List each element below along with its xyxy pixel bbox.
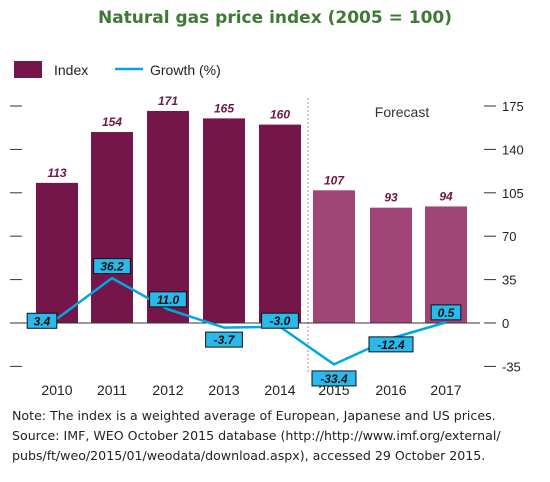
bar-value-label-2011: 154 xyxy=(102,115,122,129)
y-tick-label-0: 175 xyxy=(502,99,524,114)
growth-label-box-2017 xyxy=(430,304,462,321)
legend-label-growth: Growth (%) xyxy=(150,62,221,78)
growth-label-box-2010 xyxy=(26,312,58,329)
chart-notes: Note: The index is a weighted average of… xyxy=(12,406,542,466)
growth-label-2015: -33.4 xyxy=(320,372,348,386)
growth-label-box-2015 xyxy=(311,370,357,387)
x-tick-label-2016: 2016 xyxy=(375,382,406,398)
x-tick-label-2017: 2017 xyxy=(430,382,461,398)
source-line-2: pubs/ft/weo/2015/01/weodata/download.asp… xyxy=(12,448,486,463)
growth-label-box-2012 xyxy=(149,291,187,308)
y-tick-label-5: 0 xyxy=(502,316,509,331)
x-tick-label-2015: 2015 xyxy=(318,382,349,398)
bar-2011 xyxy=(91,132,133,323)
bar-value-label-2016: 93 xyxy=(384,191,398,205)
chart-title: Natural gas price index (2005 = 100) xyxy=(97,8,453,28)
y-tick-label-4: 35 xyxy=(502,273,516,288)
y-tick-label-1: 140 xyxy=(502,142,524,157)
bar-value-label-2012: 171 xyxy=(158,94,178,108)
growth-label-2016: -12.4 xyxy=(377,338,405,352)
growth-label-2012: 11.0 xyxy=(157,293,180,307)
bar-value-label-2017: 94 xyxy=(439,189,453,203)
growth-label-box-2011 xyxy=(93,258,131,275)
legend-label-index: Index xyxy=(54,62,88,78)
growth-label-box-2014 xyxy=(261,312,299,329)
bar-value-label-2010: 113 xyxy=(47,166,66,180)
source-line-1: Source: IMF, WEO October 2015 database (… xyxy=(12,428,501,443)
bar-value-label-2013: 165 xyxy=(214,101,234,115)
bar-2017 xyxy=(425,206,467,323)
x-tick-label-2010: 2010 xyxy=(41,382,72,398)
growth-label-2013: -3.7 xyxy=(214,333,236,347)
note-text: Note: The index is a weighted average of… xyxy=(12,408,496,423)
growth-label-2011: 36.2 xyxy=(100,260,124,274)
growth-label-box-2013 xyxy=(205,331,243,348)
growth-label-2014: -3.0 xyxy=(270,314,291,328)
growth-label-2010: 3.4 xyxy=(34,314,51,328)
legend-swatch-index xyxy=(14,61,42,78)
forecast-label: Forecast xyxy=(375,104,430,120)
bar-2014 xyxy=(259,124,301,323)
growth-label-2017: 0.5 xyxy=(438,306,455,320)
y-tick-label-6: -35 xyxy=(502,359,521,374)
y-tick-label-3: 70 xyxy=(502,229,516,244)
bar-value-label-2014: 160 xyxy=(270,108,290,122)
y-tick-label-2: 105 xyxy=(502,186,524,201)
bar-2010 xyxy=(36,182,78,323)
x-tick-label-2011: 2011 xyxy=(97,382,127,398)
bar-2015 xyxy=(313,190,355,323)
bar-value-label-2015: 107 xyxy=(324,173,345,187)
x-tick-label-2012: 2012 xyxy=(152,382,183,398)
bar-2013 xyxy=(203,118,245,324)
bar-2012 xyxy=(147,110,189,324)
bar-2016 xyxy=(370,207,412,323)
x-tick-label-2013: 2013 xyxy=(208,382,239,398)
x-tick-label-2014: 2014 xyxy=(264,382,295,398)
growth-label-box-2016 xyxy=(368,336,414,353)
chart: 175 140 105 70 35 0 -35 Forecast 113 154 171 165 160… xyxy=(10,61,524,398)
